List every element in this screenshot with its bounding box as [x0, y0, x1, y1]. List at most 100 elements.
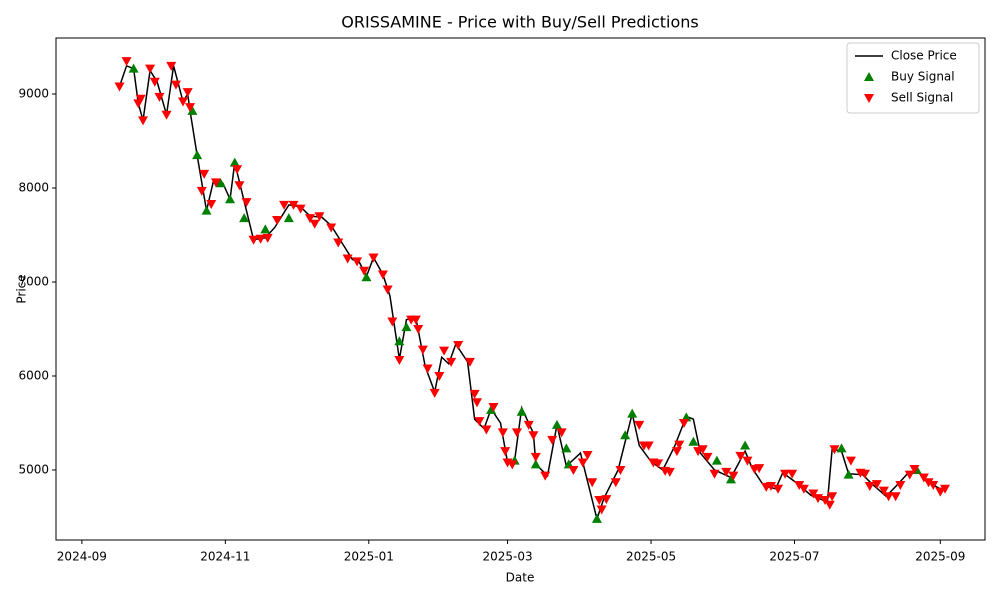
y-tick-label: 5000 [18, 462, 49, 476]
sell-signal [601, 495, 612, 505]
buy-signal [711, 455, 722, 465]
sell-signal [272, 215, 283, 225]
sell-signal [248, 235, 259, 245]
sell-signal [909, 465, 920, 475]
sell-signal [314, 212, 325, 222]
buy-signal [260, 224, 271, 234]
buy-signal [225, 194, 236, 204]
sell-signal [702, 452, 713, 462]
sell-signal [417, 345, 428, 355]
x-tick-label: 2025-03 [482, 550, 532, 564]
sell-signal [528, 431, 539, 441]
sell-signal [798, 484, 809, 494]
buy-signal [591, 513, 602, 523]
buy-signal [239, 213, 250, 223]
sell-signal [446, 357, 457, 367]
sell-signal [923, 478, 934, 488]
sell-signal [530, 452, 541, 462]
sell-signal [596, 505, 607, 515]
sell-signal [928, 481, 939, 491]
sell-signal [206, 199, 217, 209]
sell-signal [540, 471, 551, 481]
buy-signal [530, 459, 541, 469]
sell-signal [114, 82, 125, 92]
sell-signal [481, 425, 492, 435]
sell-signal [488, 403, 499, 413]
sell-signal [394, 356, 405, 366]
sell-signal [754, 464, 765, 474]
buy-signal [128, 63, 139, 73]
sell-signal [178, 97, 189, 107]
sell-signal [634, 420, 645, 430]
y-tick-label: 9000 [18, 87, 49, 101]
sell-signal [429, 388, 440, 398]
sell-signal [305, 214, 316, 224]
sell-signal [474, 417, 485, 427]
sell-signal [154, 92, 165, 102]
sell-signal [671, 447, 682, 457]
x-tick-label: 2025-09 [915, 550, 965, 564]
sell-signal [794, 481, 805, 491]
sell-signal [121, 57, 132, 67]
sell-signal [464, 357, 475, 367]
sell-signal [439, 346, 450, 356]
sell-signal [288, 200, 299, 210]
sell-signal [587, 478, 598, 488]
plot-frame [55, 37, 986, 541]
chart-title: ORISSAMINE - Price with Buy/Sell Predict… [341, 13, 698, 32]
sell-signal [279, 200, 290, 210]
sell-signal [359, 266, 370, 276]
legend-swatch [864, 94, 874, 103]
sell-signal [497, 428, 508, 438]
sell-signal [827, 492, 838, 502]
buy-signal [229, 157, 240, 167]
sell-signal [577, 458, 588, 468]
sell-signal [182, 88, 193, 98]
sell-signal [255, 234, 266, 244]
legend-label: Buy Signal [891, 70, 955, 84]
sell-signal [773, 484, 784, 494]
sell-signal [309, 219, 320, 229]
buy-signal [187, 105, 198, 115]
sell-signal [196, 186, 207, 196]
sell-signal [918, 473, 929, 483]
buy-signal [836, 443, 847, 453]
sell-signal [413, 324, 424, 334]
sell-signal [878, 486, 889, 496]
buy-signal [740, 440, 751, 450]
sell-signal [149, 77, 160, 87]
sell-signal [262, 233, 273, 243]
buy-signal [725, 474, 736, 484]
sell-signal [568, 465, 579, 475]
buy-signal [201, 205, 212, 215]
sell-signal [326, 223, 337, 233]
sell-signal [935, 487, 946, 497]
buy-signal [361, 272, 372, 282]
sell-signal [387, 317, 398, 327]
sell-signal [610, 478, 621, 488]
legend-box [846, 42, 980, 114]
sell-signal [145, 64, 156, 74]
sell-signal [368, 253, 379, 263]
sell-signal [434, 371, 445, 381]
sell-signal [678, 418, 689, 428]
sell-signal [199, 169, 210, 179]
sell-signal [422, 364, 433, 374]
legend-label: Close Price [891, 49, 957, 63]
sell-signal [735, 451, 746, 461]
buy-signal [283, 213, 294, 223]
sell-signal [890, 492, 901, 502]
y-tick-label: 6000 [18, 368, 49, 382]
sell-signal [234, 181, 245, 191]
buy-signal [843, 469, 854, 479]
sell-signal [511, 428, 522, 438]
buy-signal [561, 443, 572, 453]
sell-signal [845, 456, 856, 466]
sell-signal [742, 456, 753, 466]
sell-signal [594, 496, 605, 506]
y-tick-label: 7000 [18, 274, 49, 288]
buy-signal [215, 178, 226, 188]
sell-signal [697, 445, 708, 455]
x-tick-label: 2025-01 [344, 550, 394, 564]
